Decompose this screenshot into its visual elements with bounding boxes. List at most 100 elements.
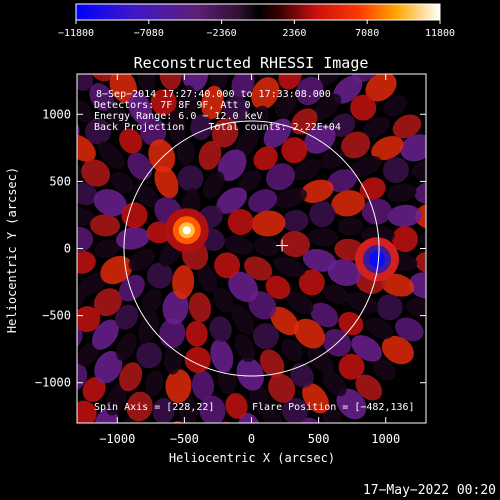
fringe-blob bbox=[94, 239, 120, 258]
fringe-blob bbox=[109, 74, 137, 103]
fringe-blob bbox=[197, 264, 218, 293]
fringe-blob bbox=[281, 137, 308, 164]
fringe-blob bbox=[307, 346, 335, 374]
fringe-blob bbox=[263, 118, 292, 148]
fringe-blob bbox=[228, 271, 259, 303]
fringe-blob bbox=[252, 323, 279, 350]
fringe-blob bbox=[282, 209, 309, 232]
fringe-blob bbox=[223, 95, 250, 122]
fringe-blob bbox=[350, 94, 377, 121]
fringe-blob bbox=[302, 249, 337, 272]
colorbar-tick-label: 7080 bbox=[355, 28, 379, 39]
fringe-blob bbox=[146, 262, 173, 289]
fringe-blob bbox=[371, 135, 404, 161]
fringe-blob bbox=[392, 226, 419, 253]
fringe-blob bbox=[310, 302, 339, 328]
fringe-blob bbox=[248, 189, 278, 213]
fringe-blob bbox=[128, 91, 152, 125]
fringe-blob bbox=[300, 179, 334, 203]
colorbar bbox=[75, 3, 441, 21]
fringe-blob bbox=[382, 157, 409, 184]
fringe-blob bbox=[13, 30, 49, 67]
fringe-blob bbox=[376, 294, 403, 321]
fringe-blob bbox=[118, 274, 145, 302]
fringe-blob bbox=[210, 339, 234, 373]
fringe-blob bbox=[349, 155, 382, 177]
fringe-blob bbox=[225, 393, 248, 419]
fringe-blob bbox=[105, 383, 127, 416]
fringe-blob bbox=[268, 373, 296, 403]
fringe-blob bbox=[270, 306, 299, 336]
y-axis-label: Heliocentric Y (arcsec) bbox=[5, 167, 19, 333]
fringe-blob bbox=[77, 272, 109, 296]
fringe-blob bbox=[126, 391, 153, 422]
fringe-blob bbox=[77, 268, 78, 293]
fringe-blob bbox=[128, 248, 156, 272]
fringe-blob bbox=[167, 109, 186, 144]
fringe-blob bbox=[290, 363, 314, 388]
fringe-blob bbox=[227, 209, 254, 236]
fringe-blob bbox=[236, 357, 264, 391]
fringe-blob bbox=[265, 163, 295, 191]
fringe-blob bbox=[355, 374, 383, 401]
annotation-time-range: 8−Sep−2014 17:27:40.000 to 17:33:08.000 bbox=[96, 89, 331, 100]
fringe-blob bbox=[152, 397, 175, 423]
fringe-blob bbox=[249, 382, 271, 415]
source-peak bbox=[182, 226, 191, 235]
fringe-blob bbox=[286, 291, 314, 315]
fringe-blob bbox=[234, 333, 256, 363]
fringe-blob bbox=[262, 407, 284, 423]
fringe-blob bbox=[145, 370, 164, 396]
fringe-blob bbox=[238, 170, 262, 192]
fringe-blob bbox=[386, 183, 417, 202]
fringe-blob bbox=[82, 376, 106, 402]
fringe-blob bbox=[110, 171, 134, 194]
fringe-blob bbox=[137, 74, 156, 92]
fringe-blob bbox=[127, 152, 153, 181]
fringe-blob bbox=[274, 187, 308, 209]
fringe-blob bbox=[253, 146, 278, 171]
fringe-blob bbox=[361, 198, 392, 225]
fringe-blob bbox=[172, 265, 195, 300]
fringe-blob bbox=[119, 362, 143, 392]
fringe-blob bbox=[216, 187, 247, 214]
fringe-blob bbox=[321, 406, 344, 423]
fringe-blob bbox=[89, 83, 114, 112]
footer-timestamp: 17−May−2022 00:20 bbox=[363, 483, 496, 498]
fringe-blob bbox=[0, 347, 4, 382]
fringe-blob bbox=[346, 292, 379, 314]
fringe-blob bbox=[298, 269, 325, 296]
fringe-blob bbox=[281, 397, 308, 423]
fringe-blob bbox=[185, 320, 208, 347]
fringe-blob bbox=[336, 388, 367, 420]
fringe-blob bbox=[387, 204, 422, 227]
fringe-blob bbox=[330, 113, 356, 137]
fringe-blob bbox=[290, 108, 318, 135]
fringe-blob bbox=[77, 134, 96, 162]
fringe-blob bbox=[77, 362, 88, 392]
colorbar-tick-label: −11800 bbox=[58, 28, 94, 39]
fringe-blob bbox=[21, 328, 55, 361]
fringe-blob bbox=[308, 228, 339, 247]
fringe-blob bbox=[18, 396, 54, 433]
colorbar-tick-label: −7080 bbox=[134, 28, 164, 39]
ripple-pattern bbox=[0, 30, 426, 433]
fringe-blob bbox=[365, 317, 394, 340]
fringe-blob bbox=[415, 251, 426, 274]
y-tick-label: 0 bbox=[64, 242, 71, 256]
fringe-blob bbox=[309, 201, 336, 228]
fringe-blob bbox=[179, 395, 198, 423]
solar-disk-circle bbox=[123, 120, 380, 377]
fringe-blob bbox=[281, 338, 303, 362]
fringe-blob bbox=[210, 74, 229, 91]
y-tick-label: 1000 bbox=[42, 107, 71, 121]
fringe-blob bbox=[81, 159, 111, 187]
y-axis-ticks: −1000 −500 0 500 1000 bbox=[35, 107, 426, 390]
fringe-blob bbox=[199, 395, 226, 423]
fringe-blob bbox=[191, 370, 215, 401]
fringe-blob bbox=[251, 210, 286, 237]
fringe-blob bbox=[77, 226, 94, 253]
colorbar-tick-label: −2360 bbox=[207, 28, 237, 39]
fringe-blob bbox=[327, 259, 362, 286]
fringe-blob bbox=[0, 61, 18, 103]
